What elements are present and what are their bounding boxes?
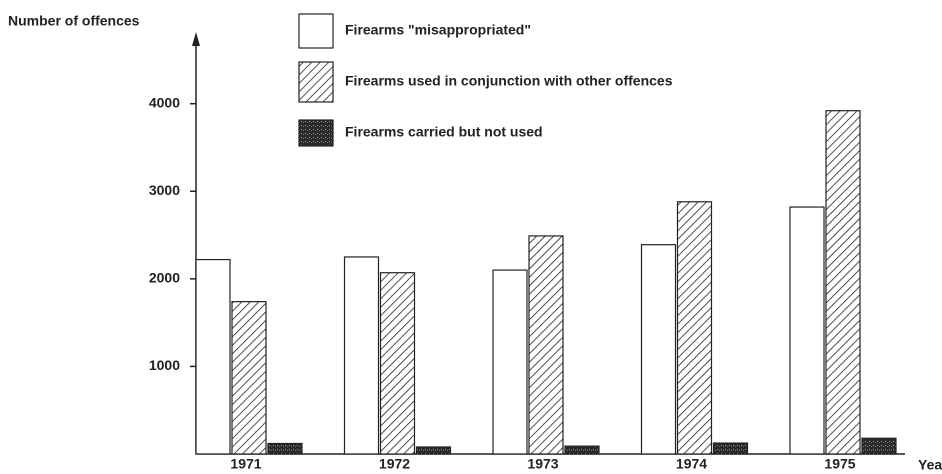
bar	[789, 206, 825, 455]
legend-label: Firearms carried but not used	[345, 124, 543, 140]
x-axis-label: Year	[918, 457, 942, 473]
bar	[676, 201, 713, 455]
legend-swatch	[298, 61, 334, 103]
legend-label: Firearms "misappropriated"	[345, 22, 531, 38]
bar	[343, 256, 380, 455]
bar	[825, 110, 861, 455]
bar	[195, 258, 231, 455]
bar	[415, 446, 452, 455]
bar	[640, 244, 677, 455]
bar	[231, 301, 267, 455]
legend-swatch	[298, 119, 334, 147]
x-tick-label: 1975	[824, 456, 855, 472]
x-tick-label: 1974	[676, 456, 707, 472]
y-tick-label: 3000	[149, 182, 180, 198]
y-axis-arrow	[192, 32, 200, 46]
y-tick-label: 1000	[149, 357, 180, 373]
bar	[267, 442, 303, 455]
bar	[861, 437, 897, 455]
x-tick-label: 1973	[527, 456, 558, 472]
y-axis-label: Number of offences	[8, 13, 140, 29]
bar	[379, 272, 416, 455]
legend-swatch	[298, 13, 334, 49]
y-tick-label: 2000	[149, 270, 180, 286]
bar	[564, 445, 600, 455]
y-tick-label: 4000	[149, 94, 180, 110]
bar	[712, 442, 749, 455]
legend-label: Firearms used in conjunction with other …	[345, 73, 673, 89]
bar	[528, 235, 564, 455]
x-tick-label: 1971	[230, 456, 261, 472]
x-tick-label: 1972	[379, 456, 410, 472]
bar	[492, 269, 528, 455]
